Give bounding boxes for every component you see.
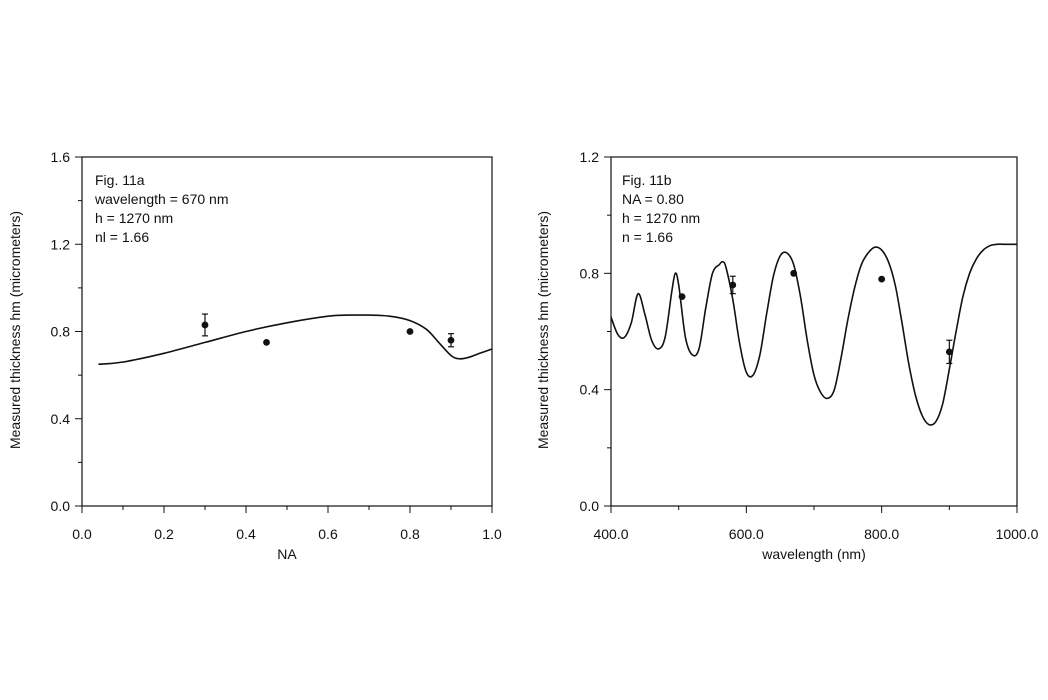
y-tick-label: 0.0 — [580, 498, 600, 514]
y-axis-label: Measured thickness hm (micrometers) — [7, 211, 23, 449]
x-axis-label: NA — [277, 546, 297, 562]
x-tick-label: 0.4 — [236, 526, 256, 542]
chart-fig-11b: 400.0 600.0 800.0 1000.0 0.0 0.4 0.8 1.2 wavelen… — [535, 149, 1039, 562]
data-point — [406, 328, 414, 335]
annotation: NA = 0.80 — [622, 191, 684, 207]
data-point — [263, 339, 270, 346]
x-tick-label: 0.2 — [154, 526, 174, 542]
y-tick-label: 0.4 — [51, 411, 71, 427]
y-tick-label: 1.2 — [580, 149, 600, 165]
y-tick-label: 1.2 — [51, 236, 71, 252]
data-point — [945, 348, 953, 356]
x-axis-label: wavelength (nm) — [761, 546, 866, 562]
y-tick-label: 0.4 — [580, 382, 600, 398]
y-tick-label: 1.6 — [51, 149, 71, 165]
data-point — [878, 275, 886, 283]
y-tick-label: 0.8 — [580, 265, 600, 281]
theory-curve — [610, 243, 1017, 426]
data-point — [729, 281, 737, 289]
annotation: n = 1.66 — [622, 229, 673, 245]
y-axis-label: Measured thickness hm (micrometers) — [535, 211, 551, 449]
data-point — [201, 321, 209, 329]
annotation: Fig. 11a — [95, 172, 145, 188]
x-tick-label: 1000.0 — [996, 526, 1039, 542]
annotation: wavelength = 670 nm — [94, 191, 228, 207]
x-tick-label: 800.0 — [864, 526, 899, 542]
x-tick-label: 600.0 — [729, 526, 764, 542]
x-tick-label: 400.0 — [593, 526, 628, 542]
chart-fig-11a: 0.0 0.2 0.4 0.6 0.8 1.0 0.0 0.4 0.8 1.2 1.6 NA Measu… — [7, 149, 502, 562]
annotation: Fig. 11b — [622, 172, 672, 188]
x-tick-label: 0.6 — [318, 526, 338, 542]
annotation: nl = 1.66 — [95, 229, 149, 245]
data-point — [790, 269, 798, 277]
x-tick-label: 0.8 — [400, 526, 420, 542]
data-point — [447, 336, 455, 344]
annotation: h = 1270 nm — [622, 210, 700, 226]
y-tick-label: 0.0 — [51, 498, 71, 514]
x-tick-label: 0.0 — [72, 526, 92, 542]
annotation: h = 1270 nm — [95, 210, 173, 226]
data-point — [678, 293, 686, 300]
x-tick-label: 1.0 — [482, 526, 502, 542]
theory-curve — [98, 314, 493, 365]
y-tick-label: 0.8 — [51, 324, 71, 340]
